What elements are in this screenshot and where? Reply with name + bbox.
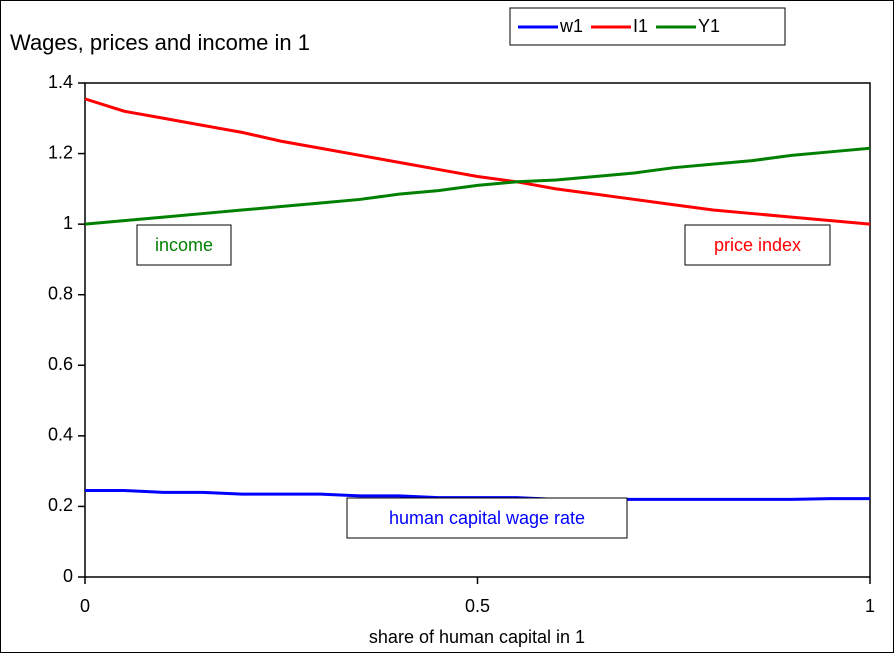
y-tick-label: 1.4 bbox=[48, 72, 73, 92]
annotation: price index bbox=[714, 235, 801, 255]
plot-area bbox=[84, 82, 871, 578]
series-line bbox=[84, 146, 871, 226]
annotation: human capital wage rate bbox=[389, 508, 585, 528]
annotation-box bbox=[346, 497, 628, 539]
x-tick-label: 1 bbox=[865, 596, 875, 616]
y-tick-label: 0.4 bbox=[48, 425, 73, 445]
series-line bbox=[84, 97, 871, 226]
x-tick-label: 0.5 bbox=[465, 596, 490, 616]
legend-label: Y1 bbox=[698, 16, 720, 36]
legend-label: w1 bbox=[559, 16, 583, 36]
annotation-box bbox=[136, 224, 232, 266]
annotation: income bbox=[155, 235, 213, 255]
y-tick-label: 0.8 bbox=[48, 283, 73, 303]
y-tick-label: 1.2 bbox=[48, 142, 73, 162]
y-tick-label: 0.2 bbox=[48, 495, 73, 515]
annotation-box bbox=[684, 224, 831, 266]
x-tick-label: 0 bbox=[80, 596, 90, 616]
chart-title: Wages, prices and income in 1 bbox=[10, 30, 310, 55]
y-tick-label: 0 bbox=[63, 566, 73, 586]
x-axis-label: share of human capital in 1 bbox=[369, 627, 585, 647]
y-tick-label: 0.6 bbox=[48, 354, 73, 374]
legend-label: I1 bbox=[633, 16, 648, 36]
y-tick-label: 1 bbox=[63, 213, 73, 233]
